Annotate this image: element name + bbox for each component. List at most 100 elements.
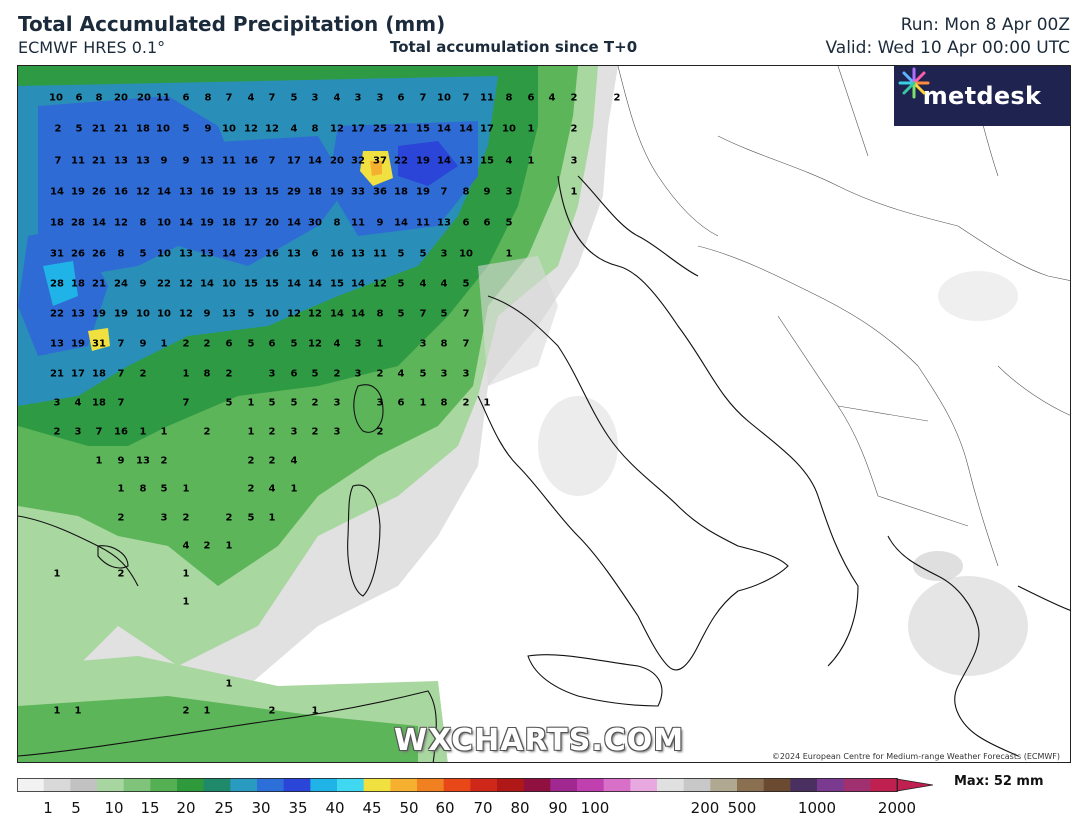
precip-value: 1 <box>53 568 61 580</box>
precip-value: 1 <box>483 397 491 409</box>
copyright-notice: ©2024 European Centre for Medium-range W… <box>771 752 1060 761</box>
precip-value: 16 <box>200 186 214 198</box>
precip-value: 20 <box>114 92 128 104</box>
precip-value: 1 <box>505 248 513 260</box>
scale-cell <box>123 778 151 792</box>
max-value: Max: 52 mm <box>954 774 1044 789</box>
precip-value: 6 <box>462 217 470 229</box>
precip-value: 3 <box>311 92 319 104</box>
precip-value: 12 <box>330 123 344 135</box>
precip-value: 14 <box>308 155 322 167</box>
precip-value: 3 <box>268 368 276 380</box>
precip-value: 6 <box>397 92 405 104</box>
precip-value: 8 <box>505 92 513 104</box>
precip-value: 4 <box>419 278 427 290</box>
scale-cell <box>17 778 45 792</box>
precip-value: 1 <box>182 368 190 380</box>
precip-value: 2 <box>203 540 211 552</box>
precip-value: 3 <box>354 338 362 350</box>
precip-value: 24 <box>114 278 128 290</box>
precip-value: 8 <box>440 338 448 350</box>
scale-tick-label: 200 <box>690 799 720 817</box>
precip-value: 3 <box>505 186 513 198</box>
precip-value: 16 <box>330 248 344 260</box>
precip-value: 15 <box>265 186 279 198</box>
precip-value: 9 <box>182 155 190 167</box>
precip-value: 14 <box>437 155 451 167</box>
precip-value: 31 <box>50 248 64 260</box>
precip-value: 7 <box>268 155 276 167</box>
precip-value: 4 <box>290 455 298 467</box>
precip-value: 20 <box>330 155 344 167</box>
valid-time: Valid: Wed 10 Apr 00:00 UTC <box>825 38 1070 58</box>
precip-value: 1 <box>95 455 103 467</box>
precip-value: 33 <box>351 186 365 198</box>
precip-value: 5 <box>440 308 448 320</box>
scale-tick-label: 1000 <box>797 799 837 817</box>
precip-value: 7 <box>182 397 190 409</box>
precip-value: 11 <box>351 217 365 229</box>
scale-cell <box>203 778 231 792</box>
precip-value: 3 <box>419 338 427 350</box>
precip-value: 14 <box>222 248 236 260</box>
scale-tick-label: 90 <box>548 799 568 817</box>
precip-value: 21 <box>114 123 128 135</box>
precip-value: 30 <box>308 217 322 229</box>
precip-value: 1 <box>419 397 427 409</box>
precip-value: 10 <box>49 92 63 104</box>
precip-value: 19 <box>416 155 430 167</box>
scale-tick-label: 45 <box>362 799 382 817</box>
scale-tick-label: 15 <box>140 799 160 817</box>
precip-value: 3 <box>354 368 362 380</box>
precip-value: 6 <box>290 368 298 380</box>
color-scale-bar <box>17 778 933 792</box>
precip-value: 2 <box>117 568 125 580</box>
precip-value: 9 <box>139 278 147 290</box>
precip-value: 5 <box>419 368 427 380</box>
precip-value: 2 <box>182 512 190 524</box>
country-borders <box>617 66 1070 567</box>
precip-value: 8 <box>440 397 448 409</box>
scale-cell <box>710 778 738 792</box>
precip-value: 1 <box>311 705 319 717</box>
precip-value: 21 <box>92 155 106 167</box>
precip-value: 18 <box>394 186 408 198</box>
precip-value: 10 <box>222 123 236 135</box>
precip-value: 13 <box>200 155 214 167</box>
precip-value: 2 <box>182 338 190 350</box>
precip-value: 1 <box>225 540 233 552</box>
precip-value: 6 <box>311 248 319 260</box>
precip-value: 16 <box>244 155 258 167</box>
precip-value: 14 <box>50 186 64 198</box>
precip-value: 13 <box>351 248 365 260</box>
precip-value: 15 <box>265 278 279 290</box>
precip-value: 1 <box>74 705 82 717</box>
precip-value: 5 <box>225 397 233 409</box>
precip-value: 3 <box>74 426 82 438</box>
precip-value: 2 <box>160 455 168 467</box>
precip-value: 5 <box>397 278 405 290</box>
precip-value: 19 <box>330 186 344 198</box>
precip-value: 2 <box>376 426 384 438</box>
precip-value: 7 <box>268 92 276 104</box>
watermark: WXCHARTS.COM <box>394 723 685 758</box>
precip-value: 7 <box>462 92 470 104</box>
precip-value: 11 <box>222 155 236 167</box>
precip-value: 2 <box>247 483 255 495</box>
scale-cell <box>550 778 578 792</box>
precip-value: 15 <box>480 155 494 167</box>
precip-value: 6 <box>483 217 491 229</box>
precip-value: 19 <box>114 308 128 320</box>
precip-value: 14 <box>330 308 344 320</box>
precipitation-map: 10 6 8 20 20 11 6 8 7 4 7 5 3 4 3 3 6 7 10 7 11 8 6 4 2 2 2 5 21 21 18… <box>17 65 1071 763</box>
precip-value: 22 <box>50 308 64 320</box>
precip-value: 13 <box>222 308 236 320</box>
precip-value: 5 <box>397 308 405 320</box>
precip-value: 13 <box>244 186 258 198</box>
precip-value: 4 <box>74 397 82 409</box>
precip-value: 8 <box>95 92 103 104</box>
precip-value: 12 <box>287 308 301 320</box>
precip-value: 18 <box>50 217 64 229</box>
scale-tick-label: 100 <box>580 799 610 817</box>
precip-value: 2 <box>311 426 319 438</box>
